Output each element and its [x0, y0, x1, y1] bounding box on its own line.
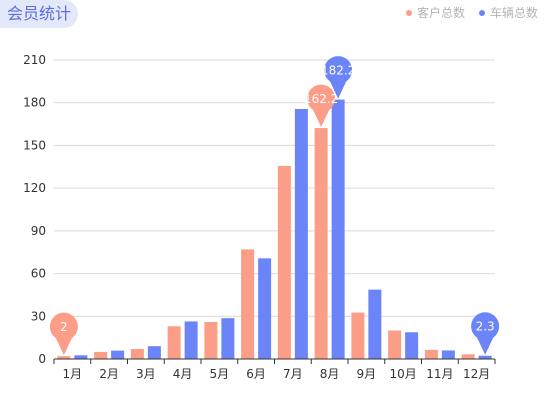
x-tick-label: 9月	[357, 367, 377, 381]
bar-vehicles[interactable]	[111, 350, 125, 359]
legend-label-vehicles: 车辆总数	[489, 6, 538, 20]
bar-customers[interactable]	[94, 351, 108, 359]
bar-vehicles[interactable]	[294, 108, 308, 359]
bar-customers[interactable]	[314, 128, 328, 359]
x-axis: 1月 2月 3月 4月 5月 6月 7月 8月 9月 10月 11月 12月	[53, 358, 496, 381]
legend-item-customers[interactable]: 客户总数	[405, 4, 465, 21]
y-tick-label: 210	[23, 53, 46, 67]
y-tick-label: 60	[31, 267, 46, 281]
y-tick-label: 180	[23, 96, 46, 110]
x-tick-label: 3月	[136, 367, 156, 381]
x-tick-label: 2月	[99, 367, 119, 381]
legend-marker-vehicles	[478, 9, 485, 16]
bar-vehicles[interactable]	[147, 346, 161, 359]
bar-customers[interactable]	[167, 326, 181, 359]
bar-customers[interactable]	[57, 356, 71, 359]
legend-label-customers: 客户总数	[416, 6, 465, 20]
x-tick-label: 6月	[246, 367, 266, 381]
bar-customers[interactable]	[424, 349, 438, 359]
marker-pins: 2 162.2 182.2 2.3	[49, 56, 500, 356]
bar-customers[interactable]	[461, 354, 475, 359]
bar-vehicles[interactable]	[221, 318, 235, 359]
bar-customers[interactable]	[241, 249, 255, 359]
bar-customers[interactable]	[130, 349, 144, 359]
bar-vehicles[interactable]	[74, 355, 88, 359]
bar-customers[interactable]	[204, 321, 218, 359]
x-tick-label: 7月	[283, 367, 303, 381]
y-tick-label: 90	[31, 224, 46, 238]
bar-customers[interactable]	[277, 165, 291, 359]
x-tick-label: 8月	[320, 367, 340, 381]
x-tick-label: 11月	[426, 367, 453, 381]
marker-pin	[471, 312, 500, 355]
bar-vehicles[interactable]	[258, 258, 272, 359]
x-tick-label: 1月	[63, 367, 83, 381]
x-tick-label: 4月	[173, 367, 193, 381]
y-tick-label: 0	[38, 352, 46, 366]
bar-vehicles[interactable]	[331, 99, 345, 359]
marker-pin-label: 2.3	[476, 320, 495, 334]
bar-vehicles[interactable]	[441, 350, 455, 359]
marker-pin	[49, 312, 78, 356]
y-tick-label: 120	[23, 181, 46, 195]
bar-vehicles[interactable]	[478, 355, 492, 359]
bar-customers[interactable]	[388, 330, 402, 359]
y-tick-label: 150	[23, 138, 46, 152]
marker-pin-label: 162.2	[304, 92, 338, 106]
marker-pin-label: 2	[60, 320, 68, 334]
legend-item-vehicles[interactable]: 车辆总数	[478, 4, 538, 21]
y-tick-label: 30	[31, 309, 46, 323]
bar-vehicles[interactable]	[184, 321, 198, 359]
marker-pin	[307, 84, 336, 128]
bar-vehicles[interactable]	[405, 332, 419, 359]
x-tick-label: 12月	[463, 367, 490, 381]
x-tick-label: 10月	[389, 367, 416, 381]
x-tick-label: 5月	[210, 367, 230, 381]
bar-customers[interactable]	[351, 312, 365, 359]
chart-title: 会员统计	[0, 0, 79, 28]
y-axis-ticks: 0 30 60 90 120 150 180 210	[23, 53, 46, 366]
bars	[57, 99, 492, 359]
bar-vehicles[interactable]	[368, 289, 382, 359]
legend: 客户总数 车辆总数	[405, 4, 538, 21]
marker-pin	[324, 56, 353, 99]
marker-pin-label: 182.2	[321, 64, 355, 78]
gridlines	[54, 59, 495, 317]
legend-marker-customers	[405, 9, 412, 16]
